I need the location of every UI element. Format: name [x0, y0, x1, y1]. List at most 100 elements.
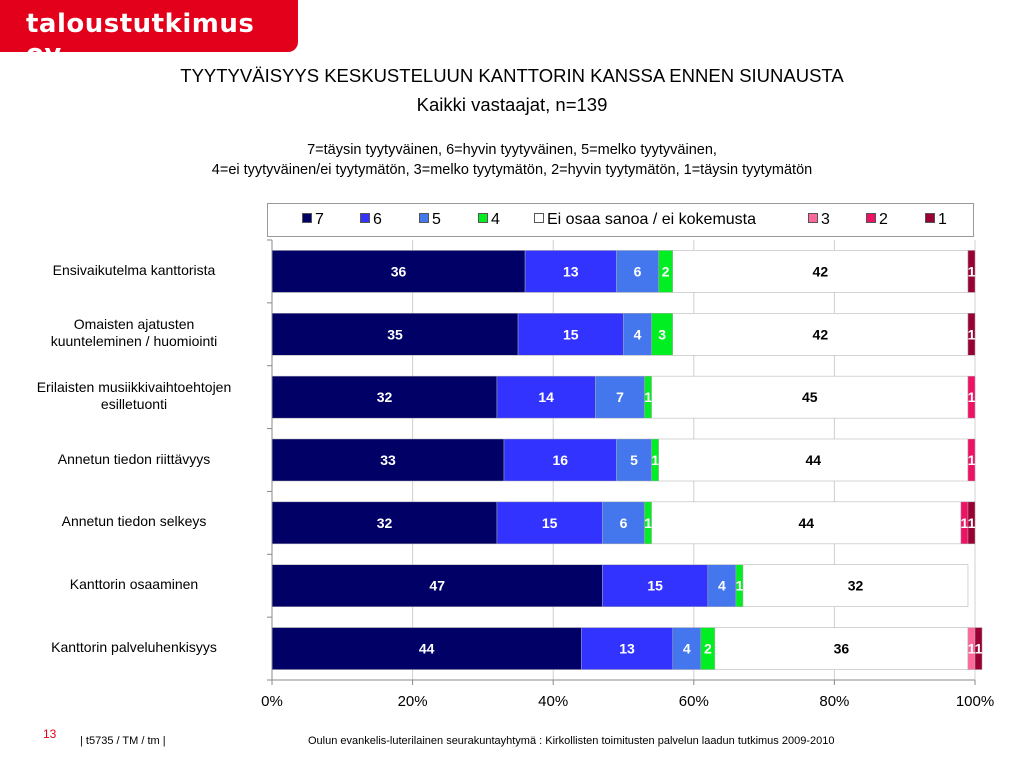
data-label: 1: [968, 389, 976, 405]
legend-item: 3: [808, 211, 830, 229]
data-label: 44: [806, 452, 822, 468]
data-label: 1: [968, 263, 976, 279]
bar-segment: [503, 438, 617, 482]
category-label: Erilaisten musiikkivaihtoehtojen esilletu…: [9, 379, 259, 413]
data-label: 36: [391, 263, 407, 279]
data-label: 13: [563, 263, 579, 279]
data-label: 44: [419, 641, 435, 657]
x-tick-label: 100%: [956, 693, 994, 710]
bar-segment: [967, 501, 976, 545]
legend-label: 6: [373, 211, 382, 228]
legend-swatch: [534, 213, 544, 223]
legend-label: 7: [315, 211, 324, 228]
data-label: 1: [968, 641, 976, 657]
data-label: 6: [634, 263, 642, 279]
bar-segment: [271, 564, 603, 607]
category-label: Omaisten ajatusten kuunteleminen / huomio…: [9, 316, 259, 350]
data-label: 1: [968, 452, 976, 468]
data-label: 4: [718, 578, 726, 594]
data-label: 1: [651, 452, 659, 468]
bar-segment: [602, 501, 645, 545]
data-label: 14: [538, 389, 554, 405]
legend-item: 2: [866, 211, 888, 229]
legend-swatch: [419, 213, 429, 223]
legend-swatch: [808, 213, 818, 223]
data-label: 15: [647, 578, 663, 594]
data-label: 4: [634, 326, 642, 342]
scale-note-line-2: 4=ei tyytyväinen/ei tyytymätön, 3=melko …: [211, 162, 813, 178]
brand-logo: taloustutkimus oy: [0, 0, 298, 69]
bar-segment: [672, 250, 969, 293]
legend-label: 1: [938, 211, 947, 228]
bar-segment: [271, 438, 505, 482]
data-label: 33: [380, 452, 396, 468]
legend-label: 2: [879, 211, 888, 228]
bar-segment: [742, 564, 969, 607]
chart-title: TYYTYVÄISYYS KESKUSTELUUN KANTTORIN KANS…: [180, 65, 844, 86]
bar-segment: [271, 501, 498, 545]
bar-segment: [714, 627, 969, 670]
category-label-line: Ensivaikutelma kanttorista: [52, 261, 216, 278]
category-label: Ensivaikutelma kanttorista: [9, 262, 259, 279]
data-label: 45: [802, 389, 818, 405]
bar-segment: [967, 250, 976, 293]
legend-label: Ei osaa sanoa / ei kokemusta: [547, 211, 757, 228]
category-label-line: Kanttorin palveluhenkisyys: [51, 639, 217, 656]
bar-segment: [967, 313, 976, 356]
legend-label: 4: [491, 211, 500, 228]
bar-segment: [271, 375, 498, 419]
data-label: 36: [834, 641, 850, 657]
data-label: 32: [377, 515, 393, 531]
category-label-line: Annetun tiedon riittävyys: [57, 450, 211, 467]
x-tick-label: 60%: [679, 693, 709, 710]
x-tick-label: 0%: [261, 693, 283, 710]
legend-swatch: [925, 213, 935, 223]
category-label-line: esilletuonti: [100, 396, 168, 413]
legend-item: 5: [419, 211, 441, 229]
data-label: 3: [658, 326, 666, 342]
legend-item: 4: [478, 211, 500, 229]
bar-segment: [496, 501, 603, 545]
bar-segment: [517, 313, 624, 356]
bar-segment: [616, 438, 652, 482]
bar-segment: [658, 438, 969, 482]
data-label: 32: [377, 389, 393, 405]
bar-segment: [271, 313, 519, 356]
category-label-line: Annetun tiedon selkeys: [61, 513, 207, 530]
bar-segment: [672, 313, 969, 356]
legend-item: 6: [360, 211, 382, 229]
legend-swatch: [866, 213, 876, 223]
bar-segment: [602, 564, 709, 607]
data-label: 47: [429, 578, 445, 594]
legend-item: Ei osaa sanoa / ei kokemusta: [534, 211, 756, 229]
category-label: Kanttorin palveluhenkisyys: [9, 639, 259, 656]
bar-segment: [967, 438, 976, 482]
category-label: Annetun tiedon riittävyys: [9, 451, 259, 468]
data-label: 7: [616, 389, 624, 405]
data-label: 16: [552, 452, 568, 468]
bar-segment: [672, 627, 702, 670]
legend-label: 5: [432, 211, 441, 228]
x-tick-label: 20%: [398, 693, 428, 710]
bar-segment: [271, 250, 526, 293]
data-label: 1: [644, 389, 652, 405]
bar-segment: [967, 375, 976, 419]
data-label: 42: [813, 326, 829, 342]
data-label: 1: [968, 326, 976, 342]
legend-item: 7: [302, 211, 324, 229]
category-label-line: Omaisten ajatusten: [73, 316, 195, 333]
category-label: Annetun tiedon selkeys: [9, 513, 259, 530]
brand-logo-text: taloustutkimus oy: [26, 9, 255, 69]
data-label: 32: [848, 578, 864, 594]
bar-segment: [616, 250, 659, 293]
x-tick-label: 40%: [538, 693, 568, 710]
data-label: 1: [644, 515, 652, 531]
legend-swatch: [478, 213, 488, 223]
data-label: 5: [630, 452, 638, 468]
data-label: 2: [704, 641, 712, 657]
legend-swatch: [302, 213, 312, 223]
footer-organization: Oulun evankelis-luterilainen seurakuntay…: [308, 735, 835, 747]
data-label: 1: [961, 515, 969, 531]
data-label: 44: [798, 515, 814, 531]
